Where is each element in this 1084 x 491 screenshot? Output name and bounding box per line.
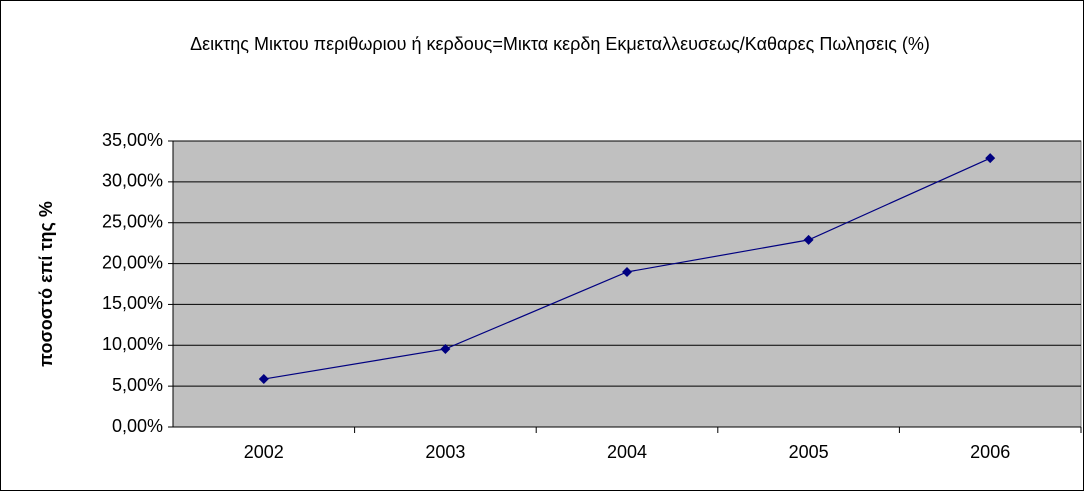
y-tick-label: 0,00%	[112, 416, 163, 436]
plot-area	[172, 140, 1082, 428]
y-tick-label: 15,00%	[102, 293, 163, 313]
x-tick-label: 2005	[789, 442, 829, 462]
x-tick-label: 2004	[607, 442, 647, 462]
data-point	[985, 153, 996, 164]
y-tick-label: 35,00%	[102, 130, 163, 150]
x-tick-label: 2003	[425, 442, 465, 462]
y-tick-label: 25,00%	[102, 211, 163, 231]
y-tick-label: 5,00%	[112, 375, 163, 395]
y-axis-label: ποσοστό επί της %	[36, 201, 56, 367]
data-point	[803, 234, 814, 245]
x-tick-label: 2002	[244, 442, 284, 462]
data-point	[440, 343, 451, 354]
y-tick-label: 20,00%	[102, 252, 163, 272]
data-point	[258, 374, 269, 385]
y-tick-label: 10,00%	[102, 334, 163, 354]
data-point	[622, 266, 632, 277]
y-tick-label: 30,00%	[102, 171, 163, 191]
chart-title: Δεικτης Μικτου περιθωριου ή κερδους=Μικτ…	[190, 34, 930, 54]
x-tick-label: 2006	[970, 442, 1010, 462]
